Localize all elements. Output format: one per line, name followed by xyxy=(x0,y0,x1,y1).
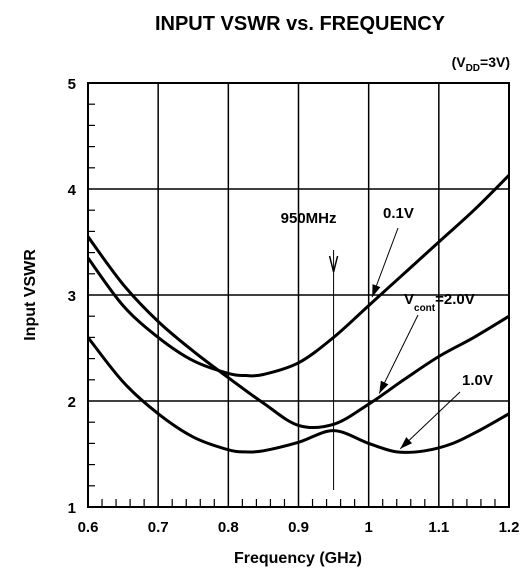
y-tick-label: 5 xyxy=(68,76,76,93)
arrow-2.0v-head xyxy=(379,380,389,394)
tick-labels: 0.6 0.7 0.8 0.9 1 1.1 1.2 1 2 3 4 5 xyxy=(68,76,520,536)
label-vcont-2.0v: Vcont=2.0V xyxy=(404,291,475,314)
x-tick-label: 1.2 xyxy=(499,519,520,536)
arrow-0.1v-head xyxy=(372,284,381,298)
marker-arrow xyxy=(328,255,339,273)
x-tick-label: 1.1 xyxy=(428,519,449,536)
arrow-1.0v-head xyxy=(400,437,413,449)
y-tick-label: 2 xyxy=(68,394,76,411)
series-group xyxy=(86,174,511,454)
label-0.1v: 0.1V xyxy=(383,205,414,222)
chart-title: INPUT VSWR vs. FREQUENCY xyxy=(155,13,446,35)
marker-950mhz: 950MHz xyxy=(281,210,339,490)
x-tick-label: 1 xyxy=(364,519,372,536)
marker-label: 950MHz xyxy=(281,210,337,227)
x-tick-label: 0.6 xyxy=(78,519,99,536)
y-tick-label: 4 xyxy=(68,182,77,199)
series-line-2-0V xyxy=(86,235,510,430)
series-line-0-1V xyxy=(86,174,511,378)
x-tick-label: 0.9 xyxy=(288,519,309,536)
ticks xyxy=(88,103,496,507)
y-tick-label: 1 xyxy=(68,500,76,517)
arrow-2.0v xyxy=(378,314,419,394)
annotations: 0.1V Vcont=2.0V 1.0V xyxy=(371,205,493,450)
plot-frame xyxy=(87,82,510,508)
y-axis-label: Input VSWR xyxy=(22,249,39,341)
grid xyxy=(88,83,509,507)
series-line-1-0V xyxy=(86,336,510,454)
label-1.0v: 1.0V xyxy=(462,372,493,389)
chart-condition: (VDD=3V) xyxy=(452,54,510,74)
x-axis-label: Frequency (GHz) xyxy=(234,550,362,567)
arrow-1.0v xyxy=(399,391,461,450)
y-tick-label: 3 xyxy=(68,288,76,305)
x-tick-label: 0.8 xyxy=(218,519,239,536)
x-tick-label: 0.7 xyxy=(148,519,169,536)
